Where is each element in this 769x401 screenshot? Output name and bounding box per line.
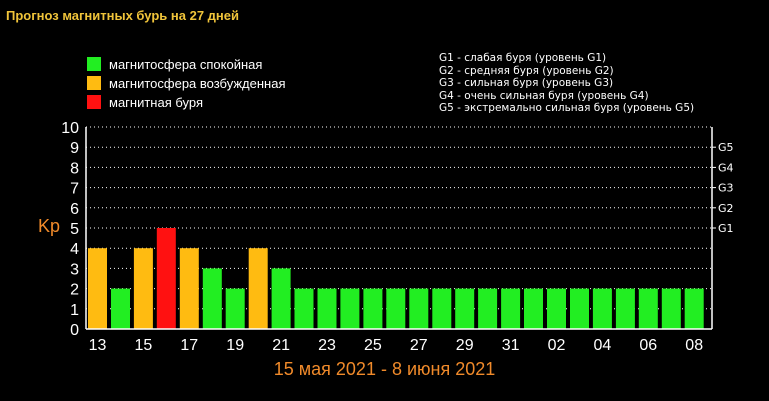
- x-tick-label: 29: [456, 337, 474, 354]
- legend-label-storm: магнитная буря: [109, 94, 204, 110]
- kp-bar: [156, 228, 176, 329]
- x-tick-label: 19: [226, 337, 244, 354]
- g-tick-label: G1: [718, 222, 734, 235]
- legend-label-excited: магнитосфера возбужденная: [109, 75, 286, 91]
- y-tick-label: 4: [70, 241, 79, 258]
- x-tick-label: 21: [272, 337, 290, 354]
- chart-title: Прогноз магнитных бурь на 27 дней: [6, 8, 239, 23]
- kp-bar: [547, 288, 566, 329]
- x-tick-label: 17: [180, 337, 198, 354]
- g-level-legend: G1 - слабая буря (уровень G1) G2 - средн…: [439, 52, 694, 115]
- g-tick-label: G3: [718, 182, 734, 195]
- kp-bar: [317, 288, 337, 329]
- kp-bar: [225, 288, 245, 329]
- kp-bar: [570, 288, 589, 329]
- kp-bar: [179, 248, 199, 329]
- x-tick-label: 04: [594, 337, 612, 354]
- kp-bar: [501, 288, 521, 329]
- kp-bar: [271, 268, 291, 329]
- y-tick-label: 3: [70, 261, 79, 278]
- kp-bar: [111, 288, 130, 329]
- kp-bar: [409, 288, 429, 329]
- g-tick-label: G2: [718, 202, 734, 215]
- y-tick-label: 7: [70, 181, 79, 198]
- kp-bar: [88, 248, 107, 329]
- x-tick-label: 27: [410, 337, 428, 354]
- kp-bar: [248, 248, 268, 329]
- x-tick-label: 08: [685, 337, 703, 354]
- kp-bar: [340, 288, 360, 329]
- y-tick-label: 9: [70, 140, 79, 157]
- legend-label-calm: магнитосфера спокойная: [109, 56, 263, 72]
- g-level-1: G1 - слабая буря (уровень G1): [439, 52, 607, 64]
- x-tick-label: 13: [89, 337, 107, 354]
- x-tick-label: 06: [639, 337, 657, 354]
- legend-item-calm: магнитосфера спокойная: [87, 56, 262, 72]
- y-tick-label: 6: [70, 201, 79, 218]
- x-tick-label: 25: [364, 337, 382, 354]
- kp-bar: [202, 268, 222, 329]
- date-range-label: 15 мая 2021 - 8 июня 2021: [273, 359, 496, 379]
- legend-item-excited: магнитосфера возбужденная: [87, 75, 286, 91]
- kp-bar: [592, 288, 612, 329]
- y-tick-label: 0: [70, 322, 79, 339]
- kp-bar: [455, 288, 475, 329]
- kp-bar: [524, 288, 543, 329]
- y-tick-label: 10: [61, 120, 79, 137]
- y-axis-label: Kp: [38, 216, 61, 236]
- kp-bar: [615, 288, 635, 329]
- g-tick-label: G5: [718, 141, 734, 154]
- kp-bar: [684, 288, 704, 329]
- g-level-3: G3 - сильная буря (уровень G3): [439, 77, 614, 90]
- g-level-5: G5 - экстремально сильная буря (уровень …: [439, 102, 695, 115]
- x-tick-label: 15: [135, 337, 153, 354]
- y-tick-label: 1: [70, 302, 79, 319]
- kp-bar: [638, 288, 658, 329]
- kp-bar: [294, 288, 314, 329]
- kp-bar: [478, 288, 498, 329]
- legend-swatch-calm: [87, 57, 101, 71]
- g-tick-label: G4: [718, 161, 734, 174]
- legend-item-storm: магнитная буря: [87, 94, 203, 110]
- kp-bar: [432, 288, 452, 329]
- x-tick-label: 31: [502, 337, 520, 354]
- kp-bar: [363, 288, 383, 329]
- g-level-2: G2 - средняя буря (уровень G2): [439, 64, 614, 77]
- g-level-4: G4 - очень сильная буря (уровень G4): [439, 89, 649, 102]
- y-tick-label: 5: [70, 221, 79, 238]
- legend-swatch-storm: [87, 95, 101, 109]
- y-tick-label: 2: [70, 282, 79, 299]
- legend-swatch-excited: [87, 76, 101, 90]
- y-tick-label: 8: [70, 160, 79, 177]
- kp-bar: [661, 288, 681, 329]
- kp-bar: [133, 248, 153, 329]
- kp-bar: [386, 288, 406, 329]
- x-tick-label: 02: [548, 337, 566, 354]
- x-tick-label: 23: [318, 337, 336, 354]
